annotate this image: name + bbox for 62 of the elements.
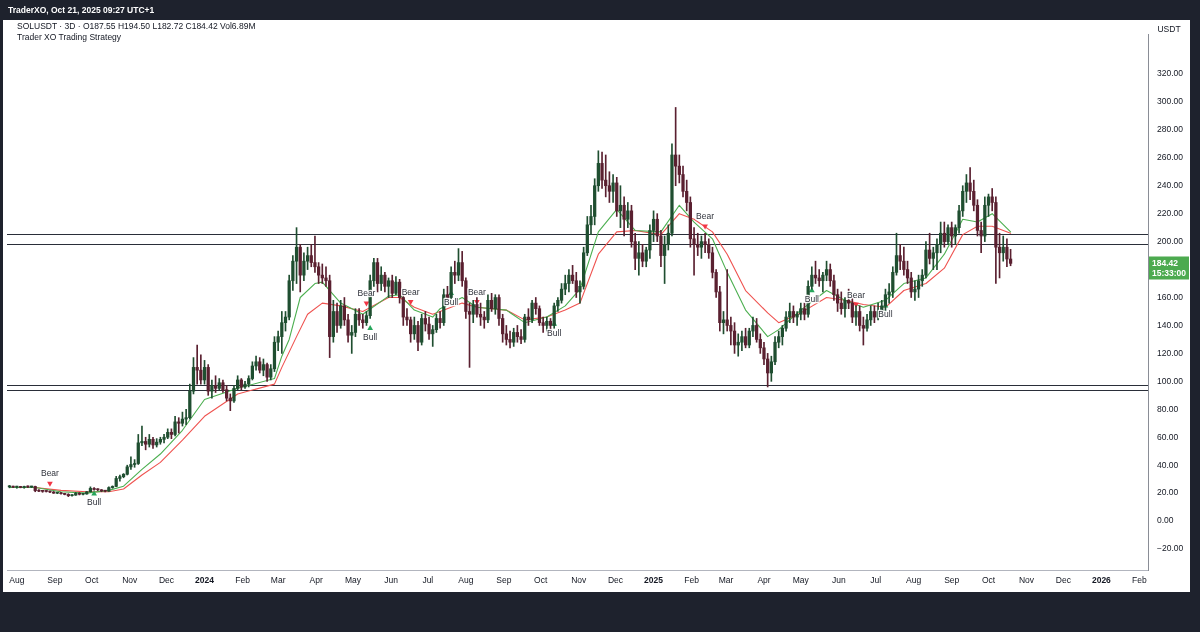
x-tick-label: Feb (684, 575, 700, 586)
text: TraderXO, Oct 21, 2025 09:27 UTC+1 (8, 4, 155, 17)
x-tick-label: Aug (458, 575, 474, 586)
x-tick-label: 2025 (644, 575, 664, 586)
x-tick-label: Apr (757, 575, 771, 586)
x-tick-label: Nov (571, 575, 588, 586)
y-tick-label: 200.00 (1157, 235, 1184, 246)
x-tick-label: Dec (1055, 575, 1072, 586)
x-tick-label: 2024 (195, 575, 215, 586)
y-tick-label: 260.00 (1157, 152, 1184, 163)
x-tick-label: May (344, 575, 362, 586)
y-tick-label: 60.00 (1157, 431, 1179, 442)
y-tick-label: 240.00 (1157, 180, 1184, 191)
y-tick-label: 120.00 (1157, 347, 1184, 358)
x-tick-label: Dec (158, 575, 175, 586)
x-tick-label: Jul (870, 575, 882, 586)
series-label: Bear (40, 468, 60, 479)
text: 184.42 (1152, 257, 1179, 268)
x-tick-label: Aug (906, 575, 922, 586)
text: Bull (363, 331, 378, 342)
y-tick-label: 220.00 (1157, 208, 1184, 219)
text: 15:33:00 (1152, 267, 1187, 278)
x-tick-label: 2026 (1091, 575, 1112, 586)
x-tick-label: Oct (534, 575, 548, 586)
x-tick-label: Nov (1018, 575, 1035, 586)
x-tick-label: Mar (270, 575, 286, 586)
y-tick-label: 0.00 (1157, 515, 1174, 526)
y-tick-label: 300.00 (1157, 96, 1184, 107)
y-tick-label: 100.00 (1157, 375, 1184, 386)
text: Bear (401, 286, 420, 297)
x-tick-label: Nov (122, 575, 138, 586)
chart-title: SOLUSDT · 3D · O187.55 H194.50 L182.72 C184.42 Vol6.89M (17, 21, 256, 32)
y-tick-label: −20.00 (1157, 543, 1184, 554)
x-tick-label: Jul (422, 575, 434, 586)
x-tick-label: Sep (496, 575, 512, 586)
x-tick-label: Jun (831, 575, 846, 586)
y-tick-label: 160.00 (1157, 291, 1184, 302)
x-tick-label: Oct (981, 575, 996, 586)
x-tick-label: Sep (944, 575, 960, 586)
text: Bear (467, 286, 486, 297)
x-tick-label: Oct (85, 575, 99, 586)
x-tick-label: Dec (607, 575, 624, 586)
x-tick-label: May (792, 575, 810, 586)
y-axis-title: USDT (1157, 24, 1181, 35)
x-tick-label: Aug (9, 575, 25, 586)
text: Bull (547, 327, 562, 338)
series-label: Bull (444, 296, 459, 307)
y-tick-label: 280.00 (1157, 124, 1184, 135)
x-tick-label: Apr (309, 575, 323, 586)
x-tick-label: Sep (47, 575, 63, 586)
y-tick-label: 40.00 (1157, 459, 1179, 470)
x-tick-label: Feb (235, 575, 251, 586)
y-tick-label: 20.00 (1157, 487, 1179, 498)
y-tick-label: 80.00 (1157, 403, 1179, 414)
y-tick-label: 140.00 (1157, 319, 1184, 330)
text: Bear (696, 211, 715, 222)
x-tick-label: Feb (1132, 575, 1147, 586)
text: Bull (87, 497, 102, 508)
x-tick-label: Mar (718, 575, 734, 586)
chart-subtitle: Trader XO Trading Strategy (17, 32, 122, 43)
x-tick-label: Jun (384, 575, 399, 586)
y-tick-label: 320.00 (1157, 68, 1184, 79)
